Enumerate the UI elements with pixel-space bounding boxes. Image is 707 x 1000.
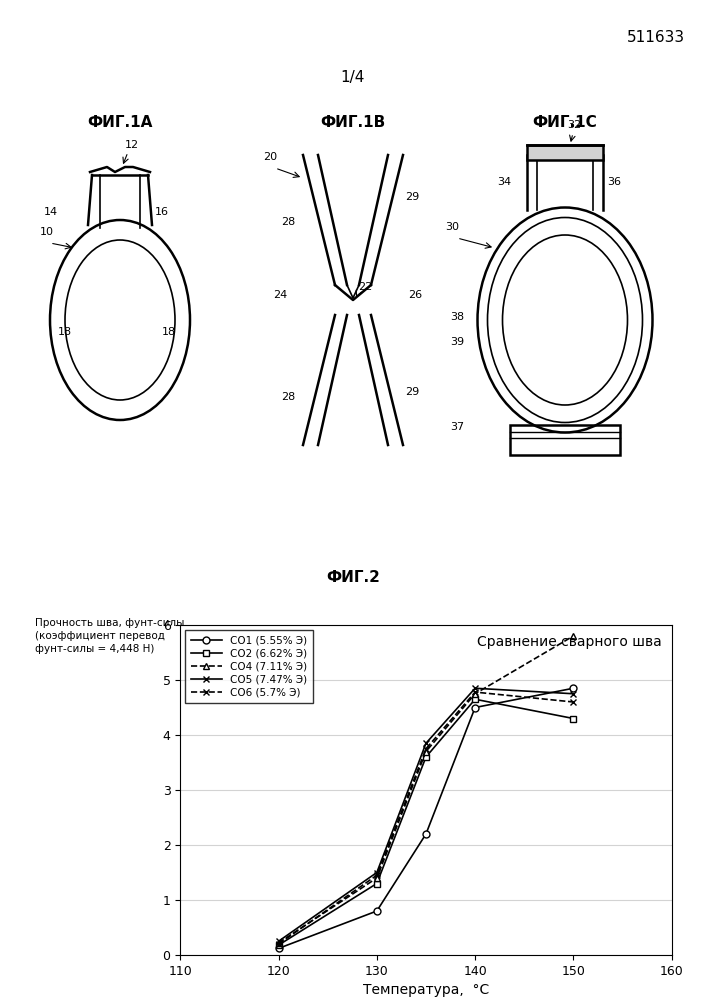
Text: 26: 26 xyxy=(408,290,422,300)
Legend: СО1 (5.55% Э), СО2 (6.62% Э), СО4 (7.11% Э), СО5 (7.47% Э), СО6 (5.7% Э): СО1 (5.55% Э), СО2 (6.62% Э), СО4 (7.11%… xyxy=(185,630,312,703)
СО1 (5.55% Э) xyxy=(421,828,430,840)
Bar xyxy=(510,425,620,455)
Text: 28: 28 xyxy=(281,392,296,402)
СО1 (5.55% Э) xyxy=(274,942,283,954)
Text: ФИГ.1В: ФИГ.1В xyxy=(320,115,385,130)
СО4 (7.11% Э) xyxy=(373,872,381,884)
Text: 37: 37 xyxy=(450,422,464,432)
Text: ФИГ.1С: ФИГ.1С xyxy=(532,115,597,130)
СО2 (6.62% Э) xyxy=(373,878,381,890)
Text: 22: 22 xyxy=(358,282,373,292)
СО6 (5.7% Э) xyxy=(274,938,283,950)
СО2 (6.62% Э) xyxy=(569,712,578,724)
СО5 (7.47% Э) xyxy=(421,737,430,749)
Line: СО2 (6.62% Э): СО2 (6.62% Э) xyxy=(275,696,577,949)
СО4 (7.11% Э) xyxy=(274,937,283,949)
СО4 (7.11% Э) xyxy=(421,746,430,758)
Line: СО6 (5.7% Э): СО6 (5.7% Э) xyxy=(275,689,577,947)
Text: Сравнение сварного шва: Сравнение сварного шва xyxy=(477,635,662,649)
Text: 32: 32 xyxy=(567,120,581,130)
СО5 (7.47% Э) xyxy=(373,866,381,879)
Text: Прочность шва, фунт-силы
(коэффициент перевод
фунт-силы = 4,448 Н): Прочность шва, фунт-силы (коэффициент пе… xyxy=(35,618,185,654)
СО1 (5.55% Э) xyxy=(373,905,381,917)
Text: 30: 30 xyxy=(445,222,459,232)
СО6 (5.7% Э) xyxy=(569,696,578,708)
СО1 (5.55% Э) xyxy=(471,702,479,714)
Text: 14: 14 xyxy=(44,207,58,217)
Line: СО1 (5.55% Э): СО1 (5.55% Э) xyxy=(275,685,577,952)
Line: СО4 (7.11% Э): СО4 (7.11% Э) xyxy=(275,633,577,946)
Text: ФИГ.2: ФИГ.2 xyxy=(326,570,380,585)
Text: 29: 29 xyxy=(405,192,419,202)
Text: 36: 36 xyxy=(607,177,621,187)
Text: 12: 12 xyxy=(125,140,139,150)
СО1 (5.55% Э) xyxy=(569,682,578,694)
СО5 (7.47% Э) xyxy=(569,688,578,700)
Text: 24: 24 xyxy=(273,290,287,300)
СО4 (7.11% Э) xyxy=(471,688,479,700)
Text: 1/4: 1/4 xyxy=(341,70,366,85)
СО6 (5.7% Э) xyxy=(373,869,381,881)
СО5 (7.47% Э) xyxy=(274,935,283,947)
Text: 18: 18 xyxy=(162,327,176,337)
Bar xyxy=(527,145,603,160)
СО2 (6.62% Э) xyxy=(274,939,283,951)
Text: 28: 28 xyxy=(281,217,296,227)
Text: 20: 20 xyxy=(263,152,277,162)
X-axis label: Температура,  °C: Температура, °C xyxy=(363,983,489,997)
СО2 (6.62% Э) xyxy=(471,693,479,705)
Text: 38: 38 xyxy=(450,312,464,322)
Text: 10: 10 xyxy=(40,227,54,237)
Text: 29: 29 xyxy=(405,387,419,397)
СО2 (6.62% Э) xyxy=(421,751,430,763)
СО5 (7.47% Э) xyxy=(471,682,479,694)
СО6 (5.7% Э) xyxy=(471,686,479,698)
Text: 18: 18 xyxy=(58,327,72,337)
СО6 (5.7% Э) xyxy=(421,743,430,755)
Text: ФИГ.1А: ФИГ.1А xyxy=(87,115,153,130)
Text: 39: 39 xyxy=(450,337,464,347)
Text: 511633: 511633 xyxy=(627,30,685,45)
Text: 16: 16 xyxy=(155,207,169,217)
СО4 (7.11% Э) xyxy=(569,630,578,642)
Text: 34: 34 xyxy=(497,177,511,187)
Line: СО5 (7.47% Э): СО5 (7.47% Э) xyxy=(275,685,577,945)
